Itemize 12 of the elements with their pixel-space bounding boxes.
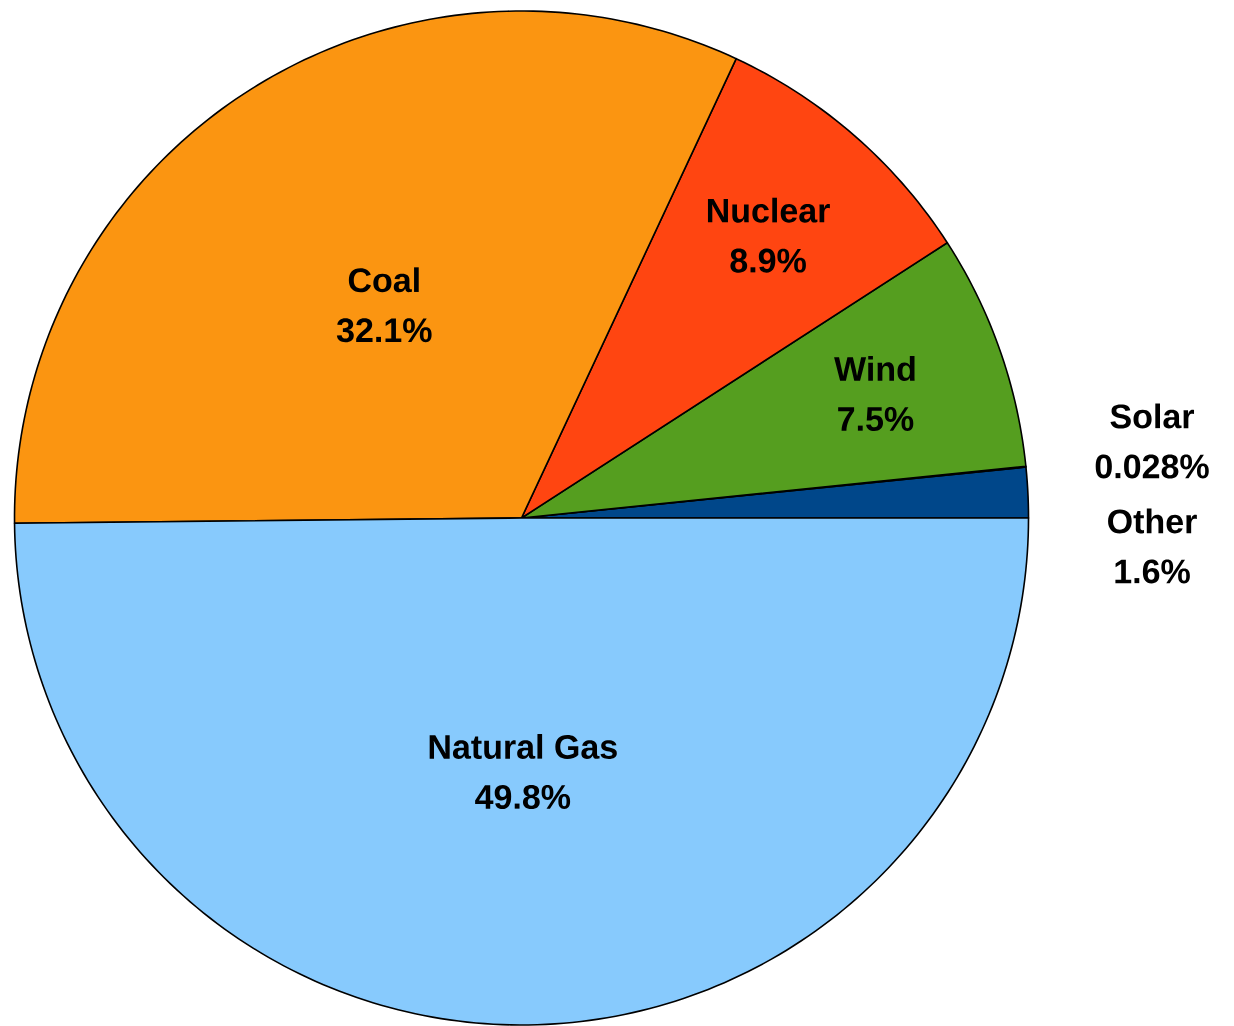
slice-label: Wind <box>834 356 915 382</box>
data-label: 8.9% <box>730 248 806 273</box>
data-label: 7.5% <box>838 407 914 432</box>
data-label: 0.028% <box>1095 454 1209 479</box>
data-label: 32.1% <box>336 318 432 343</box>
data-label: 1.6% <box>1115 559 1190 584</box>
slice-label: Other <box>1108 508 1197 534</box>
slice-label: Natural Gas <box>429 734 617 759</box>
slice-label: Coal <box>348 267 419 293</box>
slice-label: Solar <box>1110 403 1195 429</box>
slice-label: Nuclear <box>707 197 830 223</box>
data-label: 49.8% <box>475 784 571 809</box>
